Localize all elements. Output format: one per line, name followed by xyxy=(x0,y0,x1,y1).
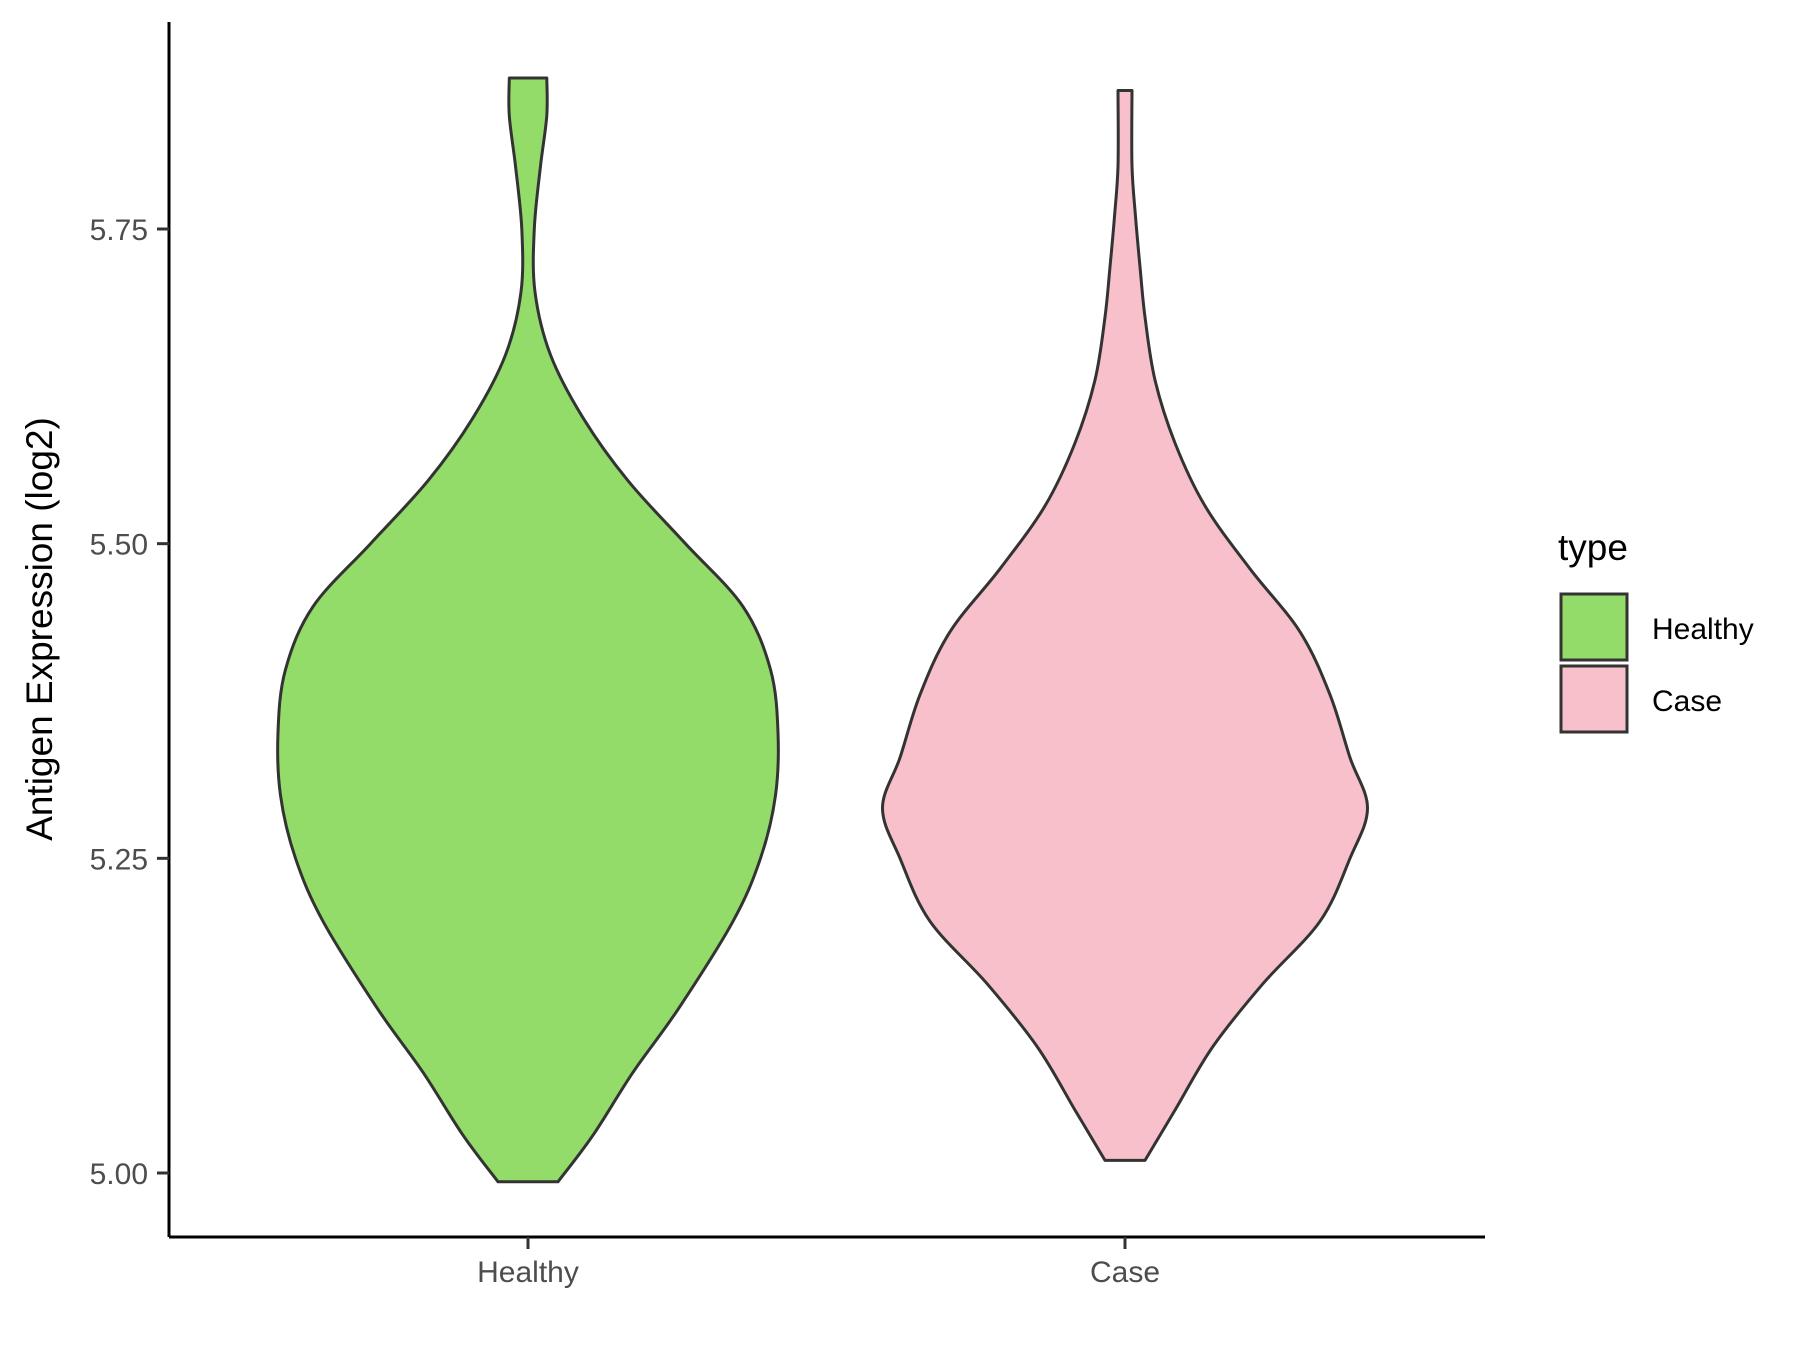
y-ticks: 5.00 5.25 5.50 5.75 xyxy=(90,214,169,1191)
violin-case xyxy=(881,89,1369,1162)
y-tick-label: 5.00 xyxy=(90,1158,148,1191)
legend-title: type xyxy=(1558,527,1628,568)
y-tick-label: 5.25 xyxy=(90,843,148,876)
legend-swatch-case xyxy=(1559,664,1629,734)
x-ticks: Healthy Case xyxy=(477,1237,1160,1289)
legend-label-case: Case xyxy=(1652,685,1722,718)
x-tick-label: Healthy xyxy=(477,1256,579,1289)
legend-swatch-healthy xyxy=(1559,592,1629,662)
violins-layer xyxy=(276,76,1369,1184)
axes: 5.00 5.25 5.50 5.75 Healthy Case xyxy=(90,22,1485,1289)
y-tick-label: 5.75 xyxy=(90,214,148,247)
x-tick-label: Case xyxy=(1090,1256,1160,1289)
legend: type Healthy Case xyxy=(1558,527,1754,734)
y-tick-label: 5.50 xyxy=(90,529,148,562)
violin-healthy xyxy=(276,76,780,1184)
y-axis-title: Antigen Expression (log2) xyxy=(19,417,60,841)
legend-label-healthy: Healthy xyxy=(1652,613,1754,646)
